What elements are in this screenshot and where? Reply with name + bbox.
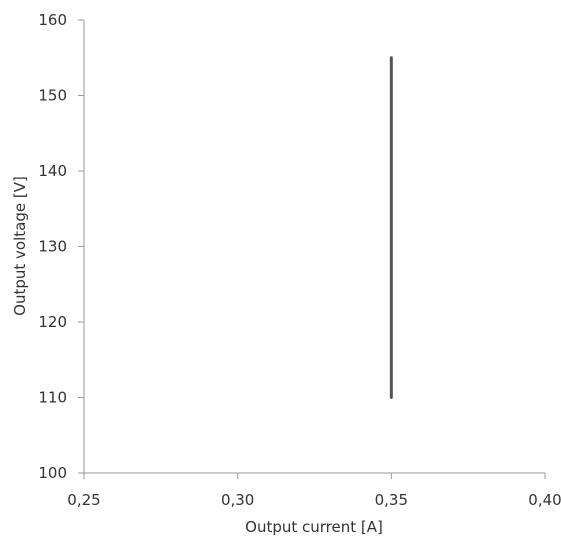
y-tick-label: 100: [38, 464, 67, 482]
y-tick-label: 130: [38, 238, 67, 256]
y-ticks: 100 110 120 130 140 150 160: [38, 11, 84, 482]
x-ticks: 0,25 0,30 0,35 0,40: [67, 473, 561, 509]
x-axis-title: Output current [A]: [245, 518, 383, 536]
y-tick-label: 110: [38, 389, 67, 407]
y-tick-label: 150: [38, 87, 67, 105]
y-axis-title: Output voltage [V]: [11, 176, 29, 316]
axes: [83, 20, 545, 474]
x-tick-label: 0,25: [67, 491, 100, 509]
x-tick-label: 0,35: [375, 491, 408, 509]
x-tick-label: 0,40: [528, 491, 561, 509]
x-tick-label: 0,30: [221, 491, 254, 509]
y-tick-label: 120: [38, 313, 67, 331]
y-tick-label: 140: [38, 162, 67, 180]
y-tick-label: 160: [38, 11, 67, 29]
